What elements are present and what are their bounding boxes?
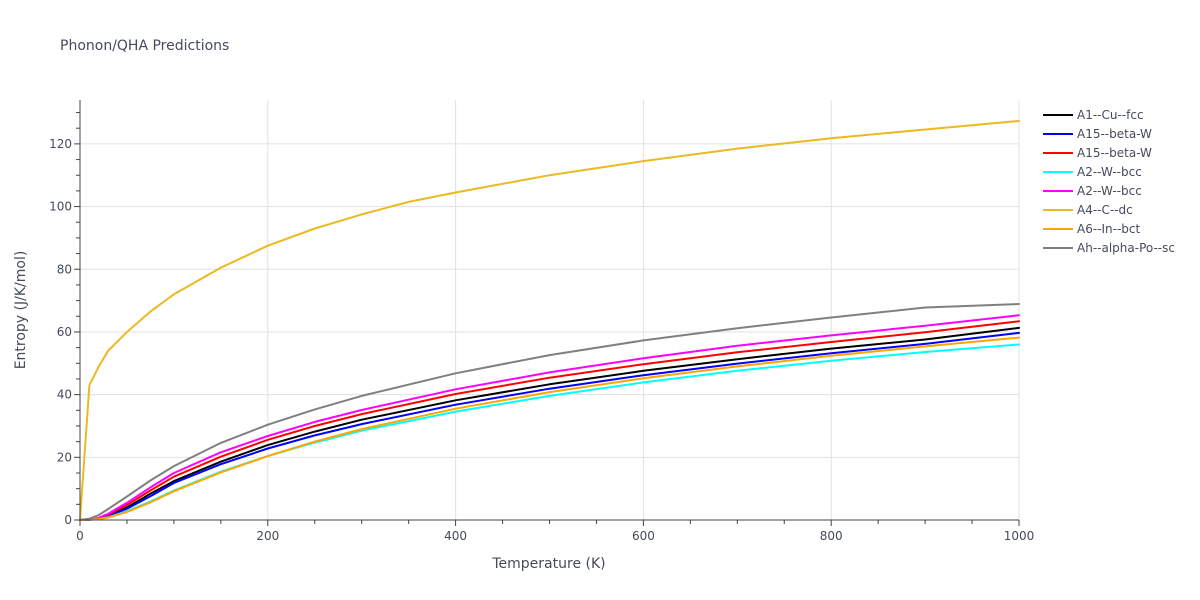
legend-label: A4--C--dc	[1077, 203, 1133, 217]
legend-item[interactable]: A15--beta-W	[1043, 146, 1152, 160]
chart-title: Phonon/QHA Predictions	[60, 38, 229, 54]
y-tick-label: 60	[57, 325, 72, 339]
series-line-6[interactable]	[79, 120, 1020, 521]
legend-label: A15--beta-W	[1077, 146, 1152, 160]
legend-label: A15--beta-W	[1077, 127, 1152, 141]
grid	[80, 100, 1020, 520]
legend-item[interactable]: A15--beta-W	[1043, 127, 1152, 141]
legend-label: A2--W--bcc	[1077, 184, 1142, 198]
y-tick-label: 0	[64, 513, 72, 527]
legend-item[interactable]: A1--Cu--fcc	[1043, 108, 1144, 122]
plot-series	[79, 120, 1020, 521]
series-line-2[interactable]	[79, 331, 1020, 521]
legend-item[interactable]: A4--C--dc	[1043, 203, 1133, 217]
x-axis-title: Temperature (K)	[491, 556, 605, 572]
series-line-8[interactable]	[79, 303, 1020, 521]
legend-label: A6--In--bct	[1077, 222, 1141, 236]
y-axis-title: Entropy (J/K/mol)	[13, 251, 29, 370]
y-tick-label: 20	[57, 450, 72, 464]
series-line-7[interactable]	[79, 336, 1020, 521]
y-tick-label: 120	[49, 137, 72, 151]
x-tick-label: 0	[76, 529, 84, 543]
y-tick-label: 100	[49, 200, 72, 214]
series-line-5[interactable]	[79, 314, 1020, 521]
axes: 0 200 400 600 800 1000 0 20 40 60 80 100 120	[49, 100, 1034, 543]
legend[interactable]: A1--Cu--fcc A15--beta-W A15--beta-W A2--W--…	[1043, 108, 1175, 255]
y-tick-label: 40	[57, 388, 72, 402]
y-tick-label: 80	[57, 262, 72, 276]
series-line-4[interactable]	[79, 343, 1020, 521]
legend-item[interactable]: A2--W--bcc	[1043, 184, 1142, 198]
legend-label: A1--Cu--fcc	[1077, 108, 1144, 122]
x-tick-label: 400	[444, 529, 467, 543]
legend-item[interactable]: Ah--alpha-Po--sc	[1043, 241, 1175, 255]
legend-item[interactable]: A2--W--bcc	[1043, 165, 1142, 179]
x-tick-label: 1000	[1004, 529, 1035, 543]
legend-item[interactable]: A6--In--bct	[1043, 222, 1141, 236]
x-tick-label: 200	[256, 529, 279, 543]
x-tick-label: 600	[632, 529, 655, 543]
x-tick-label: 800	[820, 529, 843, 543]
legend-label: Ah--alpha-Po--sc	[1077, 241, 1175, 255]
legend-label: A2--W--bcc	[1077, 165, 1142, 179]
